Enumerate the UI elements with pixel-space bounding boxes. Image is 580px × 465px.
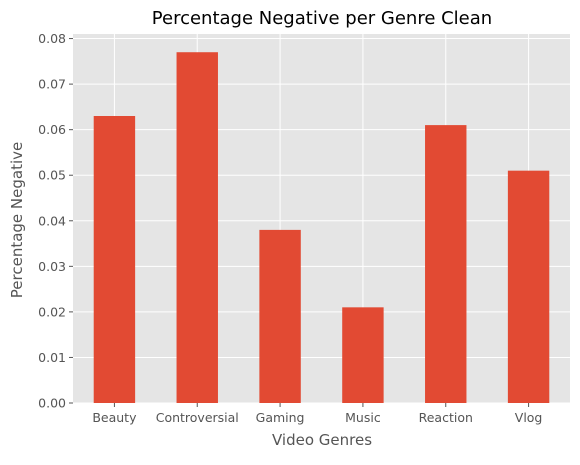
y-tick-label: 0.05 [38,168,66,183]
y-tick-label: 0.01 [38,350,66,365]
x-axis-ticks: Beauty Controversial Gaming Music Reaction Vl… [92,403,542,425]
plot-background [73,34,570,403]
y-tick-label: 0.08 [38,31,66,46]
x-axis-label: Video Genres [272,431,372,449]
bar-controversial [176,52,218,403]
x-tick-label: Vlog [515,410,543,425]
bar-reaction [425,125,467,403]
y-tick-label: 0.00 [38,396,66,411]
bars [93,52,550,403]
x-tick-label: Music [345,410,381,425]
y-tick-label: 0.02 [38,304,66,319]
y-axis-ticks: 0.00 0.01 0.02 0.03 0.04 0.05 0.06 0.07 0.08 [38,31,73,411]
bar-music [342,307,384,403]
bar-beauty [93,116,136,403]
bar-vlog [507,170,550,403]
y-tick-label: 0.06 [38,122,66,137]
x-tick-label: Controversial [156,410,239,425]
chart-title: Percentage Negative per Genre Clean [152,8,492,29]
y-axis-label: Percentage Negative [8,142,26,298]
bar-gaming [259,229,301,403]
y-tick-label: 0.03 [38,259,66,274]
x-tick-label: Reaction [419,410,473,425]
y-tick-label: 0.04 [38,213,66,228]
y-tick-label: 0.07 [38,77,66,92]
x-tick-label: Gaming [256,410,305,425]
x-tick-label: Beauty [92,410,137,425]
